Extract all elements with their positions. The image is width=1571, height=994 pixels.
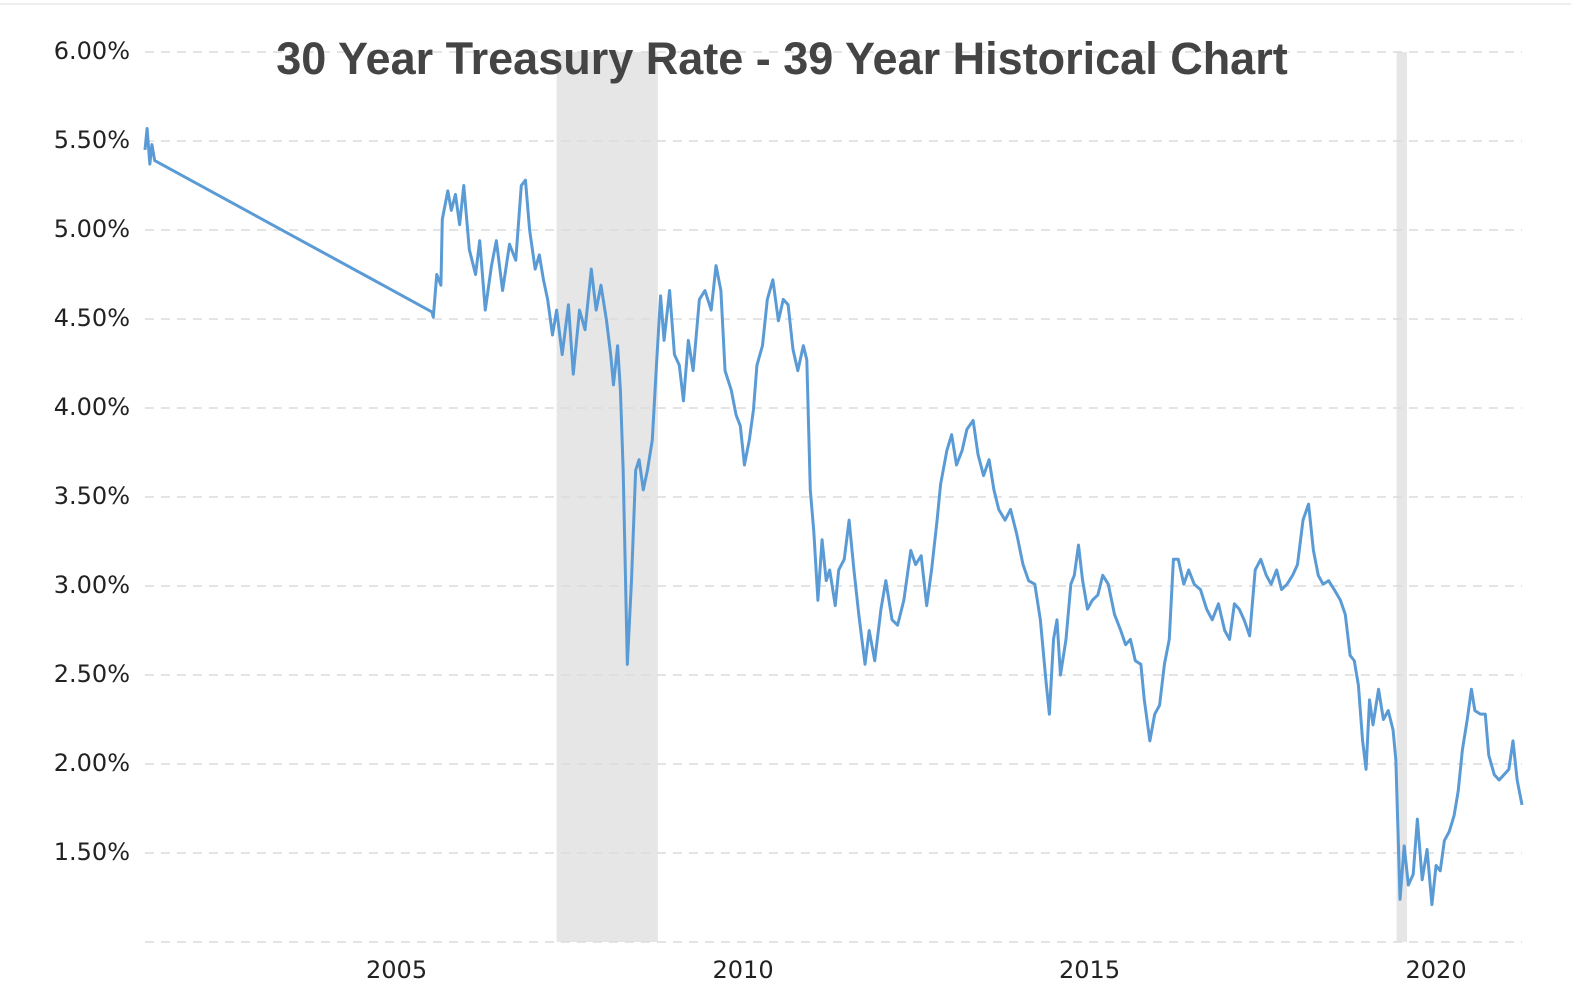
rate-line (143, 127, 1524, 907)
y-tick-label: 5.00% (54, 215, 130, 243)
y-tick-label: 6.00% (54, 37, 130, 65)
plot (143, 127, 1524, 907)
y-tick-label: 5.50% (54, 126, 130, 154)
x-tick-label: 2010 (713, 956, 774, 984)
y-tick-label: 1.50% (54, 838, 130, 866)
y-tick-label: 2.50% (54, 660, 130, 688)
y-tick-label: 4.00% (54, 393, 130, 421)
x-tick-label: 2020 (1406, 956, 1467, 984)
y-tick-label: 3.50% (54, 482, 130, 510)
y-tick-label: 2.00% (54, 749, 130, 777)
x-tick-label: 2015 (1059, 956, 1120, 984)
y-tick-label: 3.00% (54, 571, 130, 599)
y-tick-label: 4.50% (54, 304, 130, 332)
chart-title: 30 Year Treasury Rate - 39 Year Historic… (276, 33, 1287, 84)
grid (145, 51, 1522, 943)
recession-band (556, 52, 658, 942)
x-tick-label: 2005 (366, 956, 427, 984)
